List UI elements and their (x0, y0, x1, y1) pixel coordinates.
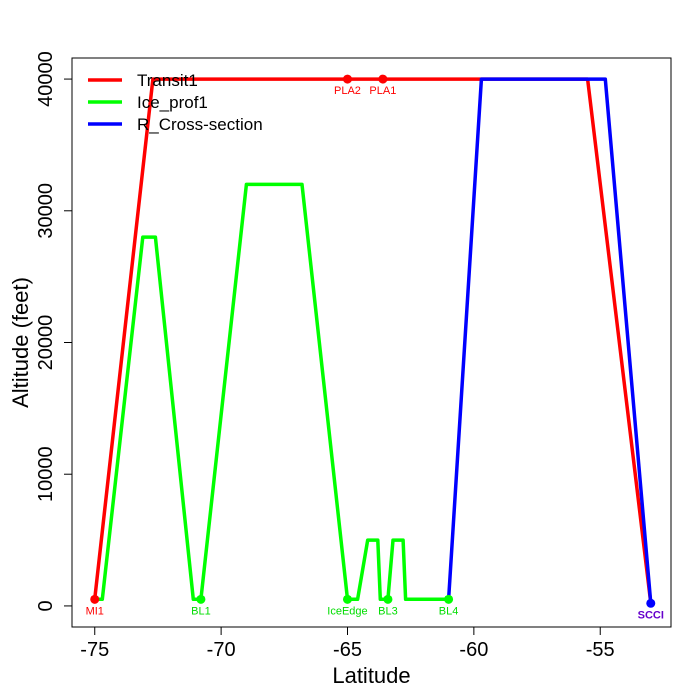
point-label-pla1: PLA1 (369, 85, 396, 97)
series-line-ice-prof1 (94, 182, 449, 602)
x-tick-label: -55 (586, 639, 615, 661)
x-tick-label: -75 (80, 639, 109, 661)
legend-label-r-cross-section: R_Cross-section (137, 115, 263, 134)
point-scci (646, 598, 656, 608)
point-bl1 (196, 594, 206, 604)
y-tick-label: 40000 (35, 51, 57, 107)
y-tick-label: 20000 (35, 315, 57, 371)
legend-label-ice-prof1: Ice_prof1 (137, 93, 208, 112)
point-label-mi1: MI1 (86, 605, 104, 617)
y-tick-label: 10000 (35, 446, 57, 502)
series-line-transit1 (92, 77, 653, 604)
x-axis-title: Latitude (332, 663, 410, 688)
y-axis-title: Altitude (feet) (8, 277, 33, 408)
x-tick-label: -60 (459, 639, 488, 661)
point-iceedge (342, 594, 352, 604)
point-bl4 (444, 594, 454, 604)
y-tick-label: 30000 (35, 183, 57, 239)
series-line-r-cross-section (446, 77, 653, 604)
point-bl3 (383, 594, 393, 604)
legend: Transit1 Ice_prof1 R_Cross-section (88, 71, 263, 134)
x-tick-label: -70 (207, 639, 236, 661)
series-layer (92, 77, 653, 604)
point-mi1 (90, 594, 100, 604)
axis-layer: -75 -70 -65 -60 -55 0 10000 20000 30000 40000 (35, 51, 615, 661)
point-label-iceedge: IceEdge (327, 605, 367, 617)
y-tick-label: 0 (35, 600, 57, 611)
point-pla1 (378, 74, 388, 84)
point-pla2 (342, 74, 352, 84)
point-label-bl1: BL1 (191, 605, 211, 617)
points-layer: MI1 PLA2 PLA1 BL1 IceEdge BL3 BL4 SCCI (86, 74, 664, 621)
legend-label-transit1: Transit1 (137, 71, 198, 90)
point-label-scci: SCCI (638, 609, 664, 621)
point-label-bl3: BL3 (378, 605, 398, 617)
x-tick-label: -65 (333, 639, 362, 661)
point-label-bl4: BL4 (439, 605, 459, 617)
point-label-pla2: PLA2 (334, 85, 361, 97)
